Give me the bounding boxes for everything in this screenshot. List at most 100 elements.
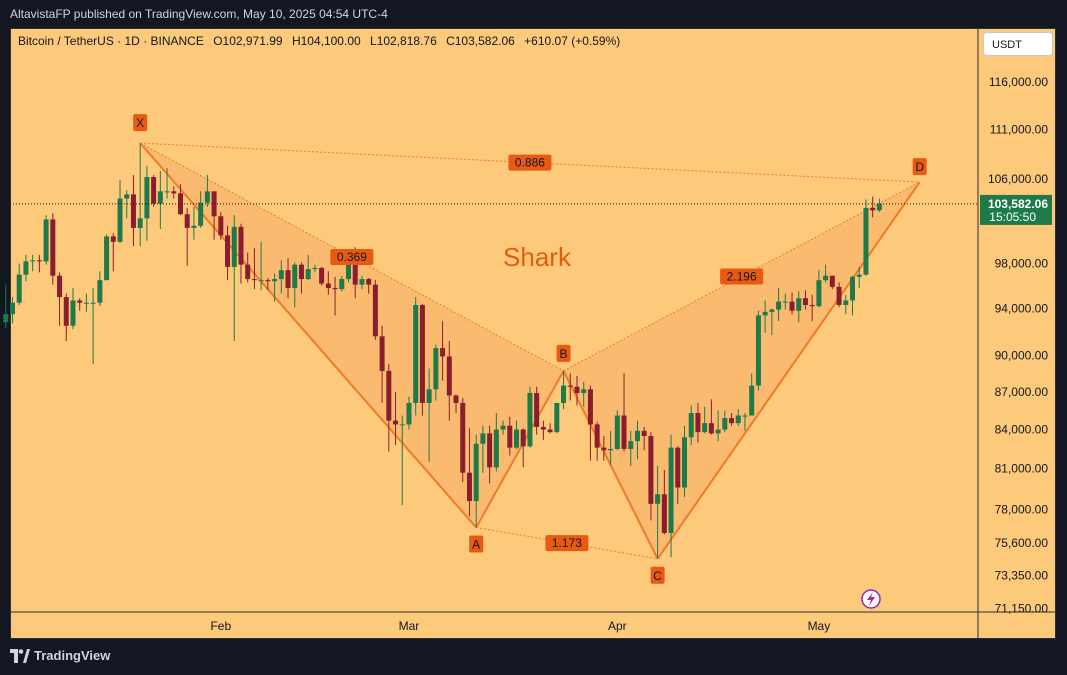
candle-body (258, 280, 264, 282)
candle-body (702, 423, 708, 433)
candle-body (278, 270, 284, 280)
ratio-label: 0.369 (337, 250, 367, 264)
y-tick-label: 84,000.00 (995, 423, 1049, 437)
pattern-title: Shark (503, 242, 572, 272)
candle-body (809, 305, 815, 307)
candle-body (70, 300, 76, 326)
candle-body (614, 415, 620, 449)
y-tick-label: 73,350.00 (995, 569, 1049, 583)
tradingview-logo-icon (10, 648, 30, 663)
candle-body (708, 423, 714, 434)
symbol-name: Bitcoin / TetherUS · 1D · BINANCE (18, 34, 204, 48)
candle-body (171, 191, 177, 194)
ratio-label-box (508, 154, 552, 171)
candle-body (63, 297, 69, 326)
symbol-info: Bitcoin / TetherUS · 1D · BINANCE O102,9… (18, 34, 626, 48)
candle-body (393, 420, 399, 425)
ohlc-change: +610.07 (+0.59%) (524, 34, 621, 48)
candle-body (198, 202, 204, 226)
candle-body (346, 260, 351, 280)
candle-body (16, 274, 22, 303)
candle-body (178, 193, 183, 215)
candle-body (661, 494, 667, 534)
y-tick-label: 111,000.00 (990, 122, 1049, 136)
y-tick-label: 90,000.00 (995, 348, 1049, 362)
candle-body (50, 219, 56, 276)
candle-body (789, 301, 795, 311)
candle-body (164, 191, 170, 193)
candle-body (473, 443, 479, 502)
pattern-leg-bc (562, 370, 659, 560)
candle-body (547, 429, 553, 433)
candle-body (466, 472, 472, 502)
pattern-leg-cd (656, 181, 921, 560)
x-tick-label: Feb (210, 619, 231, 633)
y-tick-label: 94,000.00 (995, 301, 1049, 315)
candle-body (312, 267, 318, 270)
x-tick-label: May (808, 619, 831, 633)
candle-body (23, 261, 29, 275)
candle-body (399, 424, 405, 426)
ohlc-high: H104,100.00 (291, 34, 361, 48)
candle-body (729, 418, 735, 424)
candle-body (715, 429, 721, 434)
ohlc-low: L102,818.76 (370, 34, 437, 48)
candle-body (755, 315, 761, 386)
countdown-label: 15:05:50 (989, 210, 1036, 224)
candle-body (372, 284, 378, 337)
pattern-point-label: D (915, 160, 924, 174)
candle-body (621, 415, 627, 449)
candle-body (144, 177, 150, 219)
x-tick-label: Apr (608, 619, 627, 633)
candle-body (319, 267, 325, 284)
pattern-point-box (556, 344, 571, 362)
candle-body (608, 448, 614, 451)
y-tick-label: 71,150.00 (995, 601, 1049, 615)
candle-body (30, 260, 36, 262)
candle-body (634, 430, 640, 442)
candle-body (802, 298, 808, 306)
candle-body (433, 348, 439, 390)
candle-body (628, 441, 634, 449)
candle-body (332, 288, 338, 290)
candle-body (43, 219, 49, 262)
candle-body (225, 235, 231, 267)
candle-body (184, 214, 190, 228)
candle-body (816, 280, 822, 307)
pattern-triangle-xab (140, 143, 564, 528)
pattern-point-label: A (472, 537, 480, 551)
y-tick-label: 75,600.00 (995, 536, 1049, 550)
candle-body (117, 198, 123, 242)
candle-body (77, 300, 83, 303)
candle-body (366, 279, 372, 285)
published-text: AltavistaFP published on TradingView.com… (10, 7, 388, 21)
candle-body (796, 298, 802, 311)
candle-body (695, 413, 701, 433)
candle-body (97, 280, 103, 303)
tradingview-logo[interactable]: TradingView (10, 648, 110, 663)
candle-body (231, 226, 237, 267)
candle-body (561, 385, 567, 403)
candle-body (440, 348, 446, 357)
candle-body (110, 236, 116, 242)
candle-body (419, 305, 425, 403)
candle-body (641, 430, 647, 436)
candle-body (298, 264, 304, 280)
candle-body (325, 283, 331, 289)
candle-body (648, 435, 654, 504)
pattern-leg-xa (139, 142, 477, 529)
candle-body (762, 311, 768, 316)
candle-body (540, 426, 546, 430)
lightning-bolt-icon (867, 592, 875, 606)
candle-body (527, 393, 533, 447)
candle-body (245, 264, 251, 280)
candle-body (3, 314, 9, 323)
candle-body (359, 279, 365, 285)
candle-body (386, 370, 392, 421)
candle-body (863, 207, 869, 275)
candle-body (782, 301, 788, 303)
currency-button[interactable]: USDT (983, 32, 1053, 56)
ratio-label-box (545, 535, 589, 552)
candle-body (57, 275, 63, 298)
